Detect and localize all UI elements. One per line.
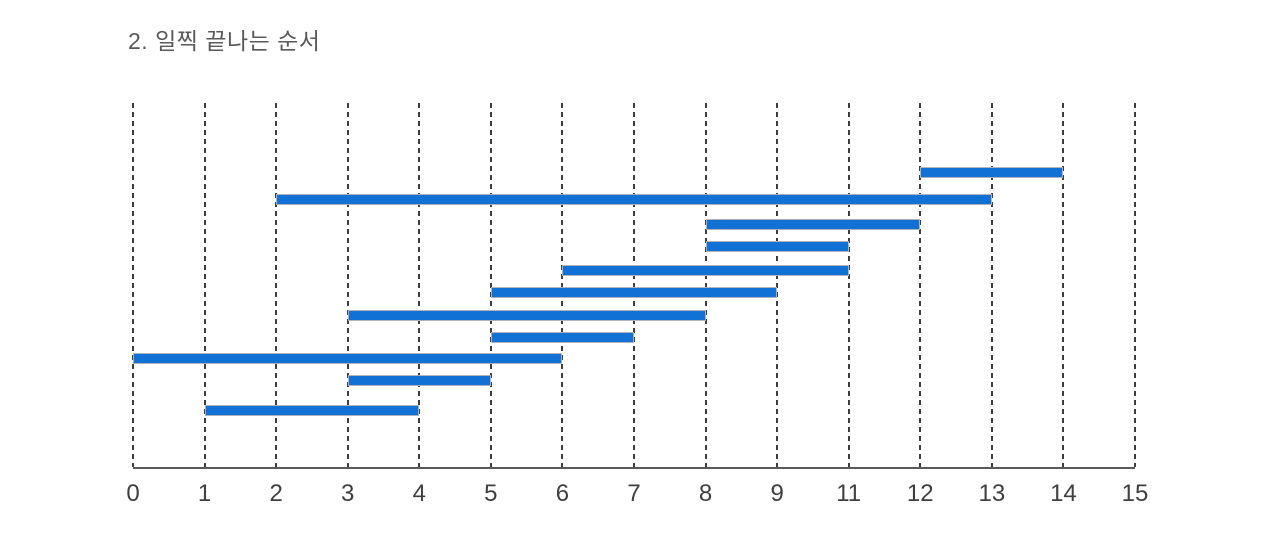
plot-area — [132, 103, 1136, 469]
interval-bar — [204, 404, 420, 416]
gridline — [561, 103, 564, 467]
x-tick-label: 14 — [1050, 480, 1077, 507]
gridline — [1062, 103, 1065, 467]
gridline — [418, 103, 421, 467]
x-tick-label: 2 — [269, 480, 283, 507]
x-tick-label: 6 — [555, 480, 570, 507]
x-tick-label: 3 — [341, 480, 355, 507]
x-axis: 0 1 2 3 4 5 6 7 8 9 11 12 13 14 15 — [126, 480, 1148, 510]
interval-bar — [347, 374, 491, 386]
interval-bar — [490, 286, 778, 298]
gridline — [990, 103, 993, 467]
x-tick-label: 12 — [906, 480, 934, 507]
x-tick-label: 1 — [197, 480, 212, 507]
interval-bar — [490, 331, 634, 343]
interval-bar — [133, 352, 563, 364]
x-tick-label: 9 — [770, 480, 784, 507]
x-tick-label: 15 — [1121, 480, 1149, 507]
interval-bar — [276, 193, 992, 205]
x-tick-label: 5 — [484, 480, 498, 507]
gridline — [489, 103, 492, 467]
x-tick-label: 11 — [836, 480, 862, 507]
gridline — [847, 103, 850, 467]
gridline — [704, 103, 707, 467]
x-tick-label: 4 — [412, 480, 426, 507]
interval-bar — [347, 309, 706, 321]
gridline — [919, 103, 922, 467]
interval-bar — [920, 166, 1064, 178]
gridline — [776, 103, 779, 467]
gridline — [1134, 103, 1136, 467]
chart-title: 2. 일찍 끝나는 순서 — [128, 28, 321, 54]
gridline — [203, 103, 206, 467]
gridline — [633, 103, 635, 467]
interval-bar — [562, 264, 849, 276]
interval-bar — [705, 240, 849, 252]
x-tick-label: 7 — [627, 480, 641, 507]
x-tick-label: 8 — [698, 480, 713, 507]
x-tick-label: 13 — [978, 480, 1006, 507]
x-tick-label: 0 — [126, 480, 140, 507]
gridline — [132, 103, 134, 467]
interval-bar — [705, 218, 921, 230]
gridline — [275, 103, 278, 467]
gridline — [346, 103, 349, 467]
